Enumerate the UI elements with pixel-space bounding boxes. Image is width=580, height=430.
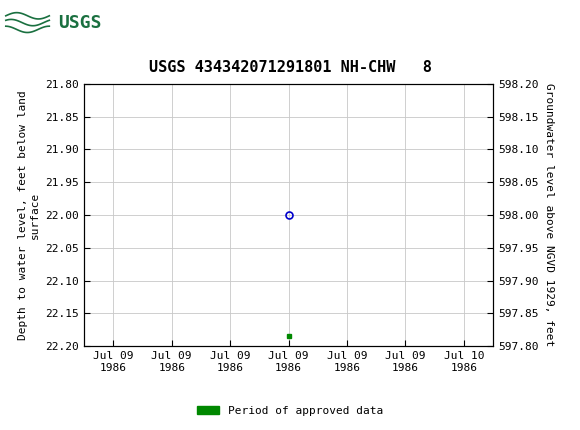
Text: USGS 434342071291801 NH-CHW   8: USGS 434342071291801 NH-CHW 8: [148, 60, 432, 75]
Text: USGS: USGS: [58, 14, 102, 31]
Legend: Period of approved data: Period of approved data: [193, 401, 387, 420]
Y-axis label: Depth to water level, feet below land
surface: Depth to water level, feet below land su…: [19, 90, 40, 340]
Y-axis label: Groundwater level above NGVD 1929, feet: Groundwater level above NGVD 1929, feet: [544, 83, 554, 347]
Bar: [3, 3, 110, 42]
